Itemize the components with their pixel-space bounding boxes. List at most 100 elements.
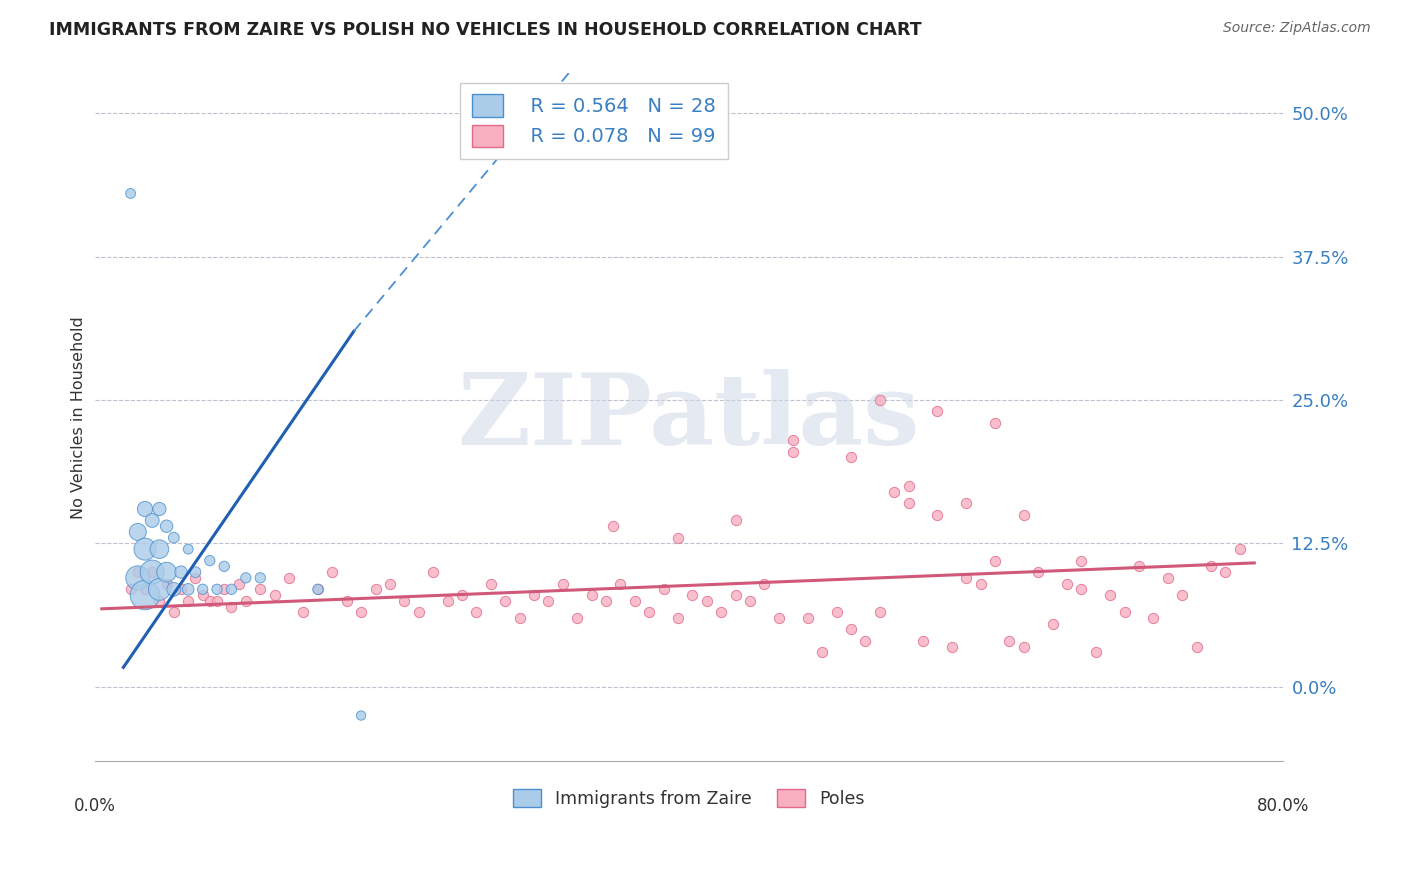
Point xyxy=(681,588,703,602)
Point xyxy=(1042,616,1064,631)
Point xyxy=(998,634,1021,648)
Point xyxy=(263,588,285,602)
Point xyxy=(307,582,329,597)
Point xyxy=(1099,588,1122,602)
Text: IMMIGRANTS FROM ZAIRE VS POLISH NO VEHICLES IN HOUSEHOLD CORRELATION CHART: IMMIGRANTS FROM ZAIRE VS POLISH NO VEHIC… xyxy=(49,21,922,38)
Point xyxy=(609,576,631,591)
Point xyxy=(1171,588,1194,602)
Legend: Immigrants from Zaire, Poles: Immigrants from Zaire, Poles xyxy=(506,782,872,814)
Point xyxy=(336,594,359,608)
Point xyxy=(581,588,603,602)
Point xyxy=(602,519,624,533)
Point xyxy=(984,554,1007,568)
Point xyxy=(839,450,862,465)
Point xyxy=(249,582,271,597)
Point xyxy=(1056,576,1078,591)
Point xyxy=(782,433,804,447)
Point xyxy=(436,594,458,608)
Point xyxy=(825,605,848,619)
Point xyxy=(941,640,963,654)
Point xyxy=(155,565,177,579)
Point xyxy=(134,502,156,516)
Point xyxy=(141,513,163,527)
Point xyxy=(148,542,170,557)
Point xyxy=(155,519,177,533)
Point xyxy=(198,594,221,608)
Point xyxy=(1114,605,1136,619)
Point xyxy=(148,582,170,597)
Point xyxy=(1012,640,1035,654)
Point xyxy=(141,565,163,579)
Point xyxy=(624,594,647,608)
Point xyxy=(141,565,163,579)
Point xyxy=(1157,571,1180,585)
Point xyxy=(839,623,862,637)
Point xyxy=(969,576,991,591)
Point xyxy=(1215,565,1237,579)
Point xyxy=(205,594,228,608)
Point xyxy=(120,186,142,201)
Point xyxy=(1199,559,1222,574)
Point xyxy=(191,582,214,597)
Point xyxy=(163,605,186,619)
Point xyxy=(927,508,949,522)
Point xyxy=(955,496,977,510)
Text: 80.0%: 80.0% xyxy=(1257,797,1309,815)
Point xyxy=(724,588,747,602)
Point xyxy=(177,594,200,608)
Point xyxy=(127,571,149,585)
Point xyxy=(984,416,1007,430)
Point xyxy=(509,611,531,625)
Point xyxy=(883,484,905,499)
Text: Source: ZipAtlas.com: Source: ZipAtlas.com xyxy=(1223,21,1371,35)
Point xyxy=(738,594,761,608)
Point xyxy=(177,582,200,597)
Point xyxy=(1012,508,1035,522)
Point xyxy=(897,479,920,493)
Point xyxy=(782,444,804,458)
Point xyxy=(350,708,373,723)
Point xyxy=(170,582,193,597)
Point xyxy=(768,611,790,625)
Point xyxy=(853,634,876,648)
Point xyxy=(724,513,747,527)
Point xyxy=(652,582,675,597)
Point xyxy=(184,571,207,585)
Text: 0.0%: 0.0% xyxy=(73,797,115,815)
Point xyxy=(221,582,243,597)
Point xyxy=(292,605,315,619)
Point xyxy=(494,594,516,608)
Point xyxy=(205,582,228,597)
Point xyxy=(710,605,733,619)
Point xyxy=(177,542,200,557)
Point xyxy=(666,531,689,545)
Point xyxy=(163,582,186,597)
Point xyxy=(811,645,834,659)
Point xyxy=(1084,645,1107,659)
Point xyxy=(321,565,343,579)
Point xyxy=(134,582,156,597)
Point xyxy=(127,524,149,539)
Point xyxy=(120,582,142,597)
Point xyxy=(595,594,617,608)
Point xyxy=(638,605,661,619)
Point xyxy=(796,611,818,625)
Point xyxy=(249,571,271,585)
Point xyxy=(221,599,243,614)
Point xyxy=(127,565,149,579)
Point xyxy=(479,576,502,591)
Point xyxy=(869,605,891,619)
Point xyxy=(523,588,546,602)
Point xyxy=(364,582,387,597)
Point xyxy=(465,605,488,619)
Point xyxy=(170,565,193,579)
Point xyxy=(198,554,221,568)
Point xyxy=(1070,582,1092,597)
Point xyxy=(408,605,430,619)
Point xyxy=(307,582,329,597)
Point xyxy=(1185,640,1208,654)
Text: ZIPatlas: ZIPatlas xyxy=(457,368,920,466)
Point xyxy=(696,594,718,608)
Point xyxy=(184,565,207,579)
Point xyxy=(155,576,177,591)
